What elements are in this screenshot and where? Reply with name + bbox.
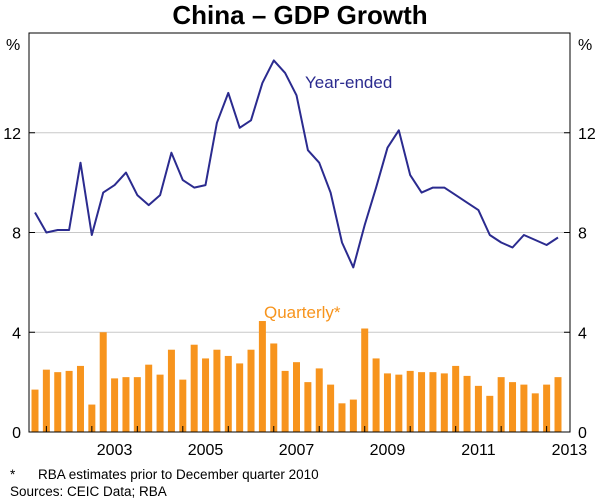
bar (88, 404, 96, 432)
bar (543, 384, 551, 432)
series-label-year-ended: Year-ended (305, 73, 392, 92)
bar (213, 349, 221, 432)
bar (133, 377, 141, 432)
bar (281, 370, 289, 432)
y-tick-label-right: 8 (578, 226, 587, 243)
y-tick-label-right: 0 (578, 425, 587, 442)
gridlines (29, 132, 570, 333)
bar (122, 377, 130, 432)
x-tick-label: 2003 (97, 442, 133, 459)
bar (76, 365, 84, 432)
bar (418, 372, 426, 432)
y-axis-unit-left: % (6, 37, 20, 54)
bar (224, 355, 232, 432)
bar (315, 368, 323, 432)
bar (327, 384, 335, 432)
bar (395, 374, 403, 432)
y-tick-label-left: 0 (12, 425, 21, 442)
series-label-quarterly: Quarterly* (264, 303, 341, 322)
bar (65, 370, 73, 432)
bar (554, 377, 562, 432)
bar (167, 349, 175, 432)
bar (145, 364, 153, 432)
bar (486, 395, 494, 432)
bar (190, 344, 198, 432)
y-tick-label-right: 4 (578, 325, 587, 342)
bar (236, 363, 244, 432)
x-tick-label: 2005 (188, 442, 224, 459)
footnote-sources: Sources: CEIC Data; RBA (10, 484, 167, 499)
quarterly-bars (31, 321, 562, 432)
y-tick-label-left: 12 (3, 126, 21, 143)
bar (270, 343, 278, 432)
footnote-estimate-text: RBA estimates prior to December quarter … (38, 467, 319, 482)
bar (520, 384, 528, 432)
x-tick-label: 2013 (552, 442, 588, 459)
bar (474, 385, 482, 432)
x-tick-label: 2011 (461, 442, 496, 459)
y-tick-label-left: 4 (12, 325, 21, 342)
footnote-estimate: * RBA estimates prior to December quarter… (10, 466, 319, 483)
bar (31, 389, 39, 432)
bar (463, 375, 471, 432)
bar (406, 370, 414, 432)
bar (440, 373, 448, 432)
bar (179, 379, 187, 432)
bar (338, 403, 346, 432)
bar (349, 399, 357, 432)
bar (99, 332, 107, 432)
chart-title: China – GDP Growth (172, 0, 428, 30)
bar (361, 328, 369, 432)
x-tick-label: 2009 (370, 442, 406, 459)
series-line-year-ended (34, 59, 559, 269)
y-tick-label-left: 8 (12, 226, 21, 243)
bar (156, 374, 164, 432)
bar (54, 372, 62, 432)
axis-ticks (29, 132, 570, 432)
bar (202, 358, 210, 432)
bar (429, 372, 437, 432)
bar (497, 377, 505, 432)
bar (452, 365, 460, 432)
bar (372, 358, 380, 432)
bar (247, 349, 255, 432)
bar (509, 382, 517, 432)
footnote-marker: * (10, 467, 16, 482)
bar (304, 382, 312, 432)
y-axis-unit-right: % (578, 37, 592, 54)
bar (531, 393, 539, 432)
axis-labels: 0 0 4 4 8 8 12 12% % 2003 2005 2007 2009 2011 2013 Year… (3, 37, 596, 459)
bar (383, 373, 391, 432)
bar (42, 369, 50, 432)
bar (258, 321, 266, 432)
year-ended-line-layer (34, 59, 559, 269)
bar (111, 378, 119, 432)
bar (293, 362, 300, 432)
x-tick-label: 2007 (279, 442, 315, 459)
y-tick-label-right: 12 (578, 126, 596, 143)
